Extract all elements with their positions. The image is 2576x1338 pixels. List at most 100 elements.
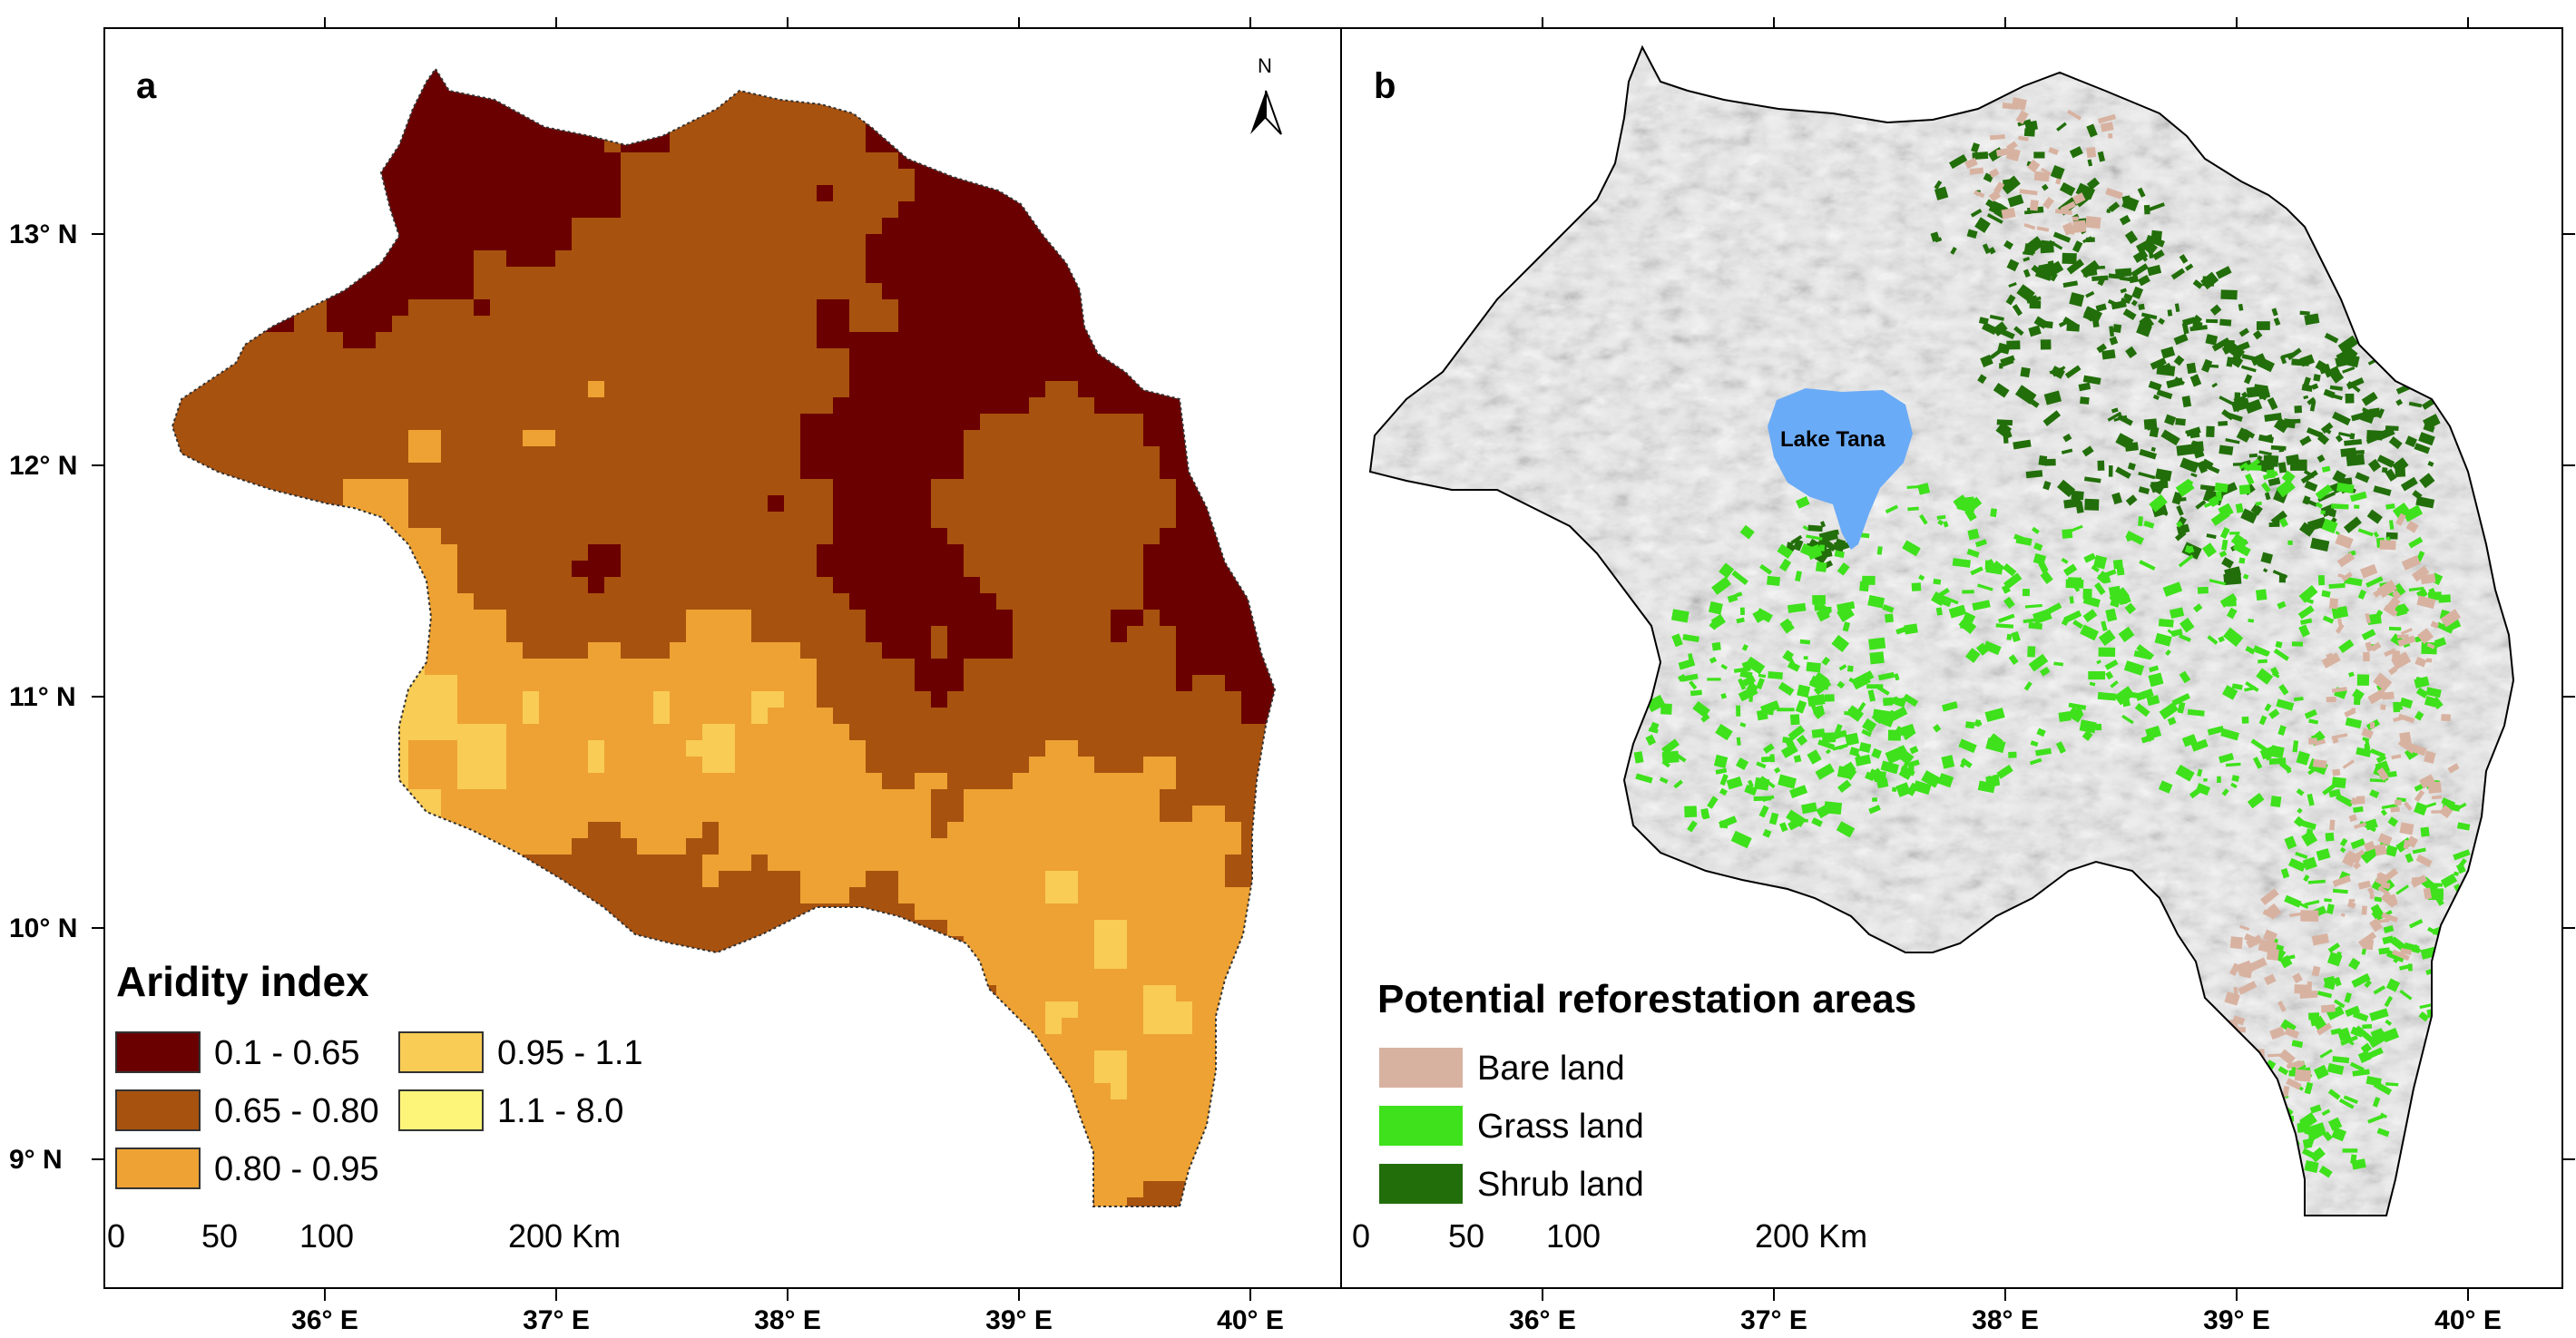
aridity-cell — [1111, 1099, 1128, 1117]
aridity-cell — [1127, 871, 1144, 888]
aridity-cell — [1143, 365, 1161, 382]
aridity-cell — [523, 708, 540, 725]
aridity-cell — [1160, 724, 1177, 741]
aridity-cell — [457, 887, 475, 904]
aridity-cell — [245, 887, 262, 904]
aridity-cell — [653, 234, 671, 251]
aridity-cell — [523, 936, 540, 953]
aridity-cell — [588, 642, 605, 659]
aridity-cell — [1127, 561, 1144, 578]
aridity-cell — [1160, 332, 1177, 349]
aridity-cell — [588, 332, 605, 349]
aridity-cell — [1192, 740, 1210, 757]
aridity-cell — [751, 1214, 769, 1231]
aridity-cell — [425, 675, 442, 692]
aridity-cell — [849, 1181, 867, 1198]
aridity-cell — [882, 316, 899, 333]
aridity-cell — [637, 806, 654, 823]
aridity-cell — [996, 512, 1014, 529]
aridity-cell — [1062, 1181, 1079, 1198]
aridity-cell — [506, 103, 524, 121]
aridity-cell — [1078, 577, 1095, 594]
aridity-cell — [670, 610, 687, 627]
aridity-cell — [359, 642, 377, 659]
aridity-cell — [931, 691, 948, 708]
aridity-cell — [882, 201, 899, 219]
aridity-cell — [180, 806, 197, 823]
aridity-cell — [784, 1034, 801, 1051]
aridity-cell — [719, 316, 736, 333]
aridity-cell — [310, 283, 328, 300]
aridity-cell — [751, 1148, 769, 1166]
aridity-cell — [392, 642, 409, 659]
aridity-cell — [588, 936, 605, 953]
aridity-cell — [425, 218, 442, 235]
legend-label-2: 0.80 - 0.95 — [214, 1150, 379, 1188]
aridity-cell — [327, 610, 344, 627]
aridity-cell — [196, 120, 213, 137]
aridity-cell — [261, 642, 279, 659]
aridity-cell — [294, 103, 311, 121]
aridity-cell — [670, 642, 687, 659]
aridity-cell — [768, 120, 785, 137]
aridity-cell — [833, 103, 850, 121]
aridity-cell — [261, 69, 279, 72]
aridity-cell — [817, 185, 834, 202]
aridity-cell — [800, 740, 818, 757]
aridity-cell — [392, 1214, 409, 1231]
aridity-cell — [849, 544, 867, 562]
aridity-cell — [1062, 397, 1079, 415]
aridity-cell — [1045, 87, 1063, 104]
aridity-cell — [1062, 773, 1079, 790]
aridity-cell — [670, 593, 687, 610]
aridity-cell — [1241, 822, 1259, 839]
aridity-cell — [1258, 414, 1275, 431]
aridity-cell — [506, 365, 524, 382]
aridity-cell — [670, 952, 687, 970]
aridity-cell — [637, 348, 654, 366]
aridity-cell — [327, 593, 344, 610]
aridity-cell — [327, 332, 344, 349]
aridity-cell — [359, 691, 377, 708]
aridity-cell — [996, 740, 1014, 757]
aridity-cell — [1225, 267, 1242, 284]
aridity-cell — [1029, 626, 1046, 643]
aridity-cell — [555, 463, 573, 480]
aridity-cell — [245, 757, 262, 774]
aridity-cell — [1176, 855, 1193, 872]
aridity-cell — [1143, 903, 1161, 921]
aridity-cell — [604, 626, 622, 643]
aridity-cell — [474, 561, 491, 578]
aridity-cell — [1127, 87, 1144, 104]
aridity-cell — [751, 283, 769, 300]
aridity-cell — [817, 1018, 834, 1035]
aridity-cell — [915, 577, 932, 594]
aridity-cell — [947, 969, 965, 986]
aridity-cell — [1094, 610, 1112, 627]
aridity-cell — [1094, 397, 1112, 415]
aridity-cell — [327, 691, 344, 708]
aridity-cell — [539, 316, 556, 333]
aridity-cell — [1111, 1034, 1128, 1051]
aridity-cell — [849, 71, 867, 88]
aridity-cell — [278, 642, 295, 659]
aridity-cell — [229, 561, 246, 578]
aridity-cell — [555, 250, 573, 268]
aridity-cell — [310, 479, 328, 496]
aridity-cell — [212, 234, 230, 251]
aridity-cell — [539, 71, 556, 88]
aridity-cell — [572, 903, 589, 921]
aridity-cell — [686, 626, 703, 643]
aridity-cell — [947, 103, 965, 121]
aridity-cell — [1045, 1197, 1063, 1206]
aridity-cell — [261, 838, 279, 855]
aridity-cell — [408, 626, 426, 643]
aridity-cell — [1143, 69, 1161, 72]
aridity-cell — [1225, 430, 1242, 447]
aridity-cell — [376, 708, 393, 725]
aridity-cell — [490, 332, 507, 349]
aridity-cell — [588, 463, 605, 480]
aridity-cell — [1127, 185, 1144, 202]
aridity-cell — [441, 234, 458, 251]
aridity-cell — [621, 316, 638, 333]
